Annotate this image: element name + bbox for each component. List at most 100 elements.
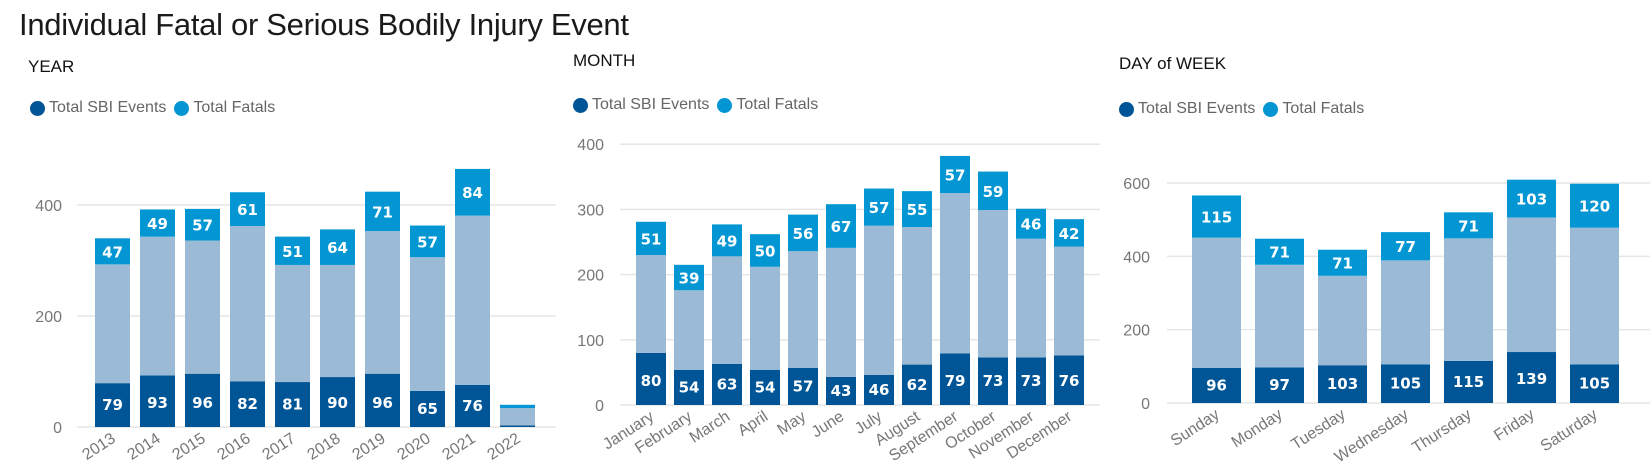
month-bar-sbi[interactable]	[902, 364, 932, 405]
year-bar-fatal[interactable]	[275, 236, 310, 265]
year-bar-other[interactable]	[500, 408, 535, 426]
year-bar-sbi[interactable]	[95, 383, 130, 427]
day-bar-sbi[interactable]	[1255, 367, 1304, 403]
month-bar-fatal[interactable]	[636, 221, 666, 256]
year-bar-sbi[interactable]	[140, 375, 175, 427]
year-bar-fatal[interactable]	[140, 209, 175, 237]
year-bar-other[interactable]	[95, 264, 130, 384]
month-bar-sbi[interactable]	[750, 369, 780, 405]
month-bar-fatal[interactable]	[1016, 208, 1046, 239]
day-bar-fatal[interactable]	[1570, 183, 1619, 228]
month-bar-fatal[interactable]	[826, 204, 856, 248]
month-bar-sbi[interactable]	[864, 375, 894, 405]
day-bar-fatal[interactable]	[1192, 195, 1241, 238]
month-bar-fatal[interactable]	[978, 171, 1008, 211]
month-bar-other[interactable]	[674, 290, 704, 370]
month-bar-other[interactable]	[788, 251, 818, 368]
month-bar-other[interactable]	[864, 225, 894, 376]
legend-item-sbi[interactable]: Total SBI Events	[573, 96, 709, 114]
month-x-tick-label: June	[809, 408, 847, 441]
month-bar-fatal[interactable]	[1054, 219, 1084, 247]
year-bar-fatal[interactable]	[455, 168, 490, 216]
day-bar-fatal[interactable]	[1444, 212, 1493, 239]
day-bar-sbi[interactable]	[1444, 360, 1493, 403]
year-bar-other[interactable]	[230, 226, 265, 382]
month-bar-fatal[interactable]	[712, 224, 742, 257]
month-bar-sbi[interactable]	[712, 363, 742, 405]
year-bar-sbi[interactable]	[185, 373, 220, 427]
month-bar-other[interactable]	[902, 227, 932, 365]
day-bar-other[interactable]	[1192, 237, 1241, 368]
day-bar-sbi[interactable]	[1381, 364, 1430, 403]
day-bar-other[interactable]	[1570, 227, 1619, 365]
year-bar-sbi[interactable]	[230, 381, 265, 427]
month-bar-sbi[interactable]	[1016, 357, 1046, 405]
year-bar-fatal[interactable]	[320, 229, 355, 265]
month-bar-sbi[interactable]	[1054, 355, 1084, 405]
day-bar-other[interactable]	[1318, 275, 1367, 366]
year-bar-sbi[interactable]	[500, 425, 535, 427]
month-bar-fatal[interactable]	[940, 155, 970, 194]
year-bar-sbi[interactable]	[410, 390, 445, 427]
day-bar-other[interactable]	[1444, 238, 1493, 361]
year-bar-fatal[interactable]	[365, 191, 400, 232]
legend-item-fatal[interactable]: Total Fatals	[717, 96, 818, 114]
month-bar-sbi[interactable]	[788, 367, 818, 405]
month-bar-other[interactable]	[712, 256, 742, 364]
year-bar-other[interactable]	[365, 231, 400, 374]
legend-item-sbi[interactable]: Total SBI Events	[30, 99, 166, 117]
month-data-label-sbi: 73	[983, 372, 1004, 390]
year-bar-sbi[interactable]	[365, 373, 400, 427]
year-bar-fatal[interactable]	[95, 238, 130, 265]
month-bar-sbi[interactable]	[636, 352, 666, 405]
legend-item-fatal[interactable]: Total Fatals	[1263, 100, 1364, 118]
day-bar-fatal[interactable]	[1507, 179, 1556, 218]
year-bar-sbi[interactable]	[455, 384, 490, 427]
month-bar-sbi[interactable]	[940, 353, 970, 405]
month-bar-fatal[interactable]	[788, 214, 818, 252]
month-bar-fatal[interactable]	[864, 188, 894, 226]
day-bar-sbi[interactable]	[1192, 367, 1241, 403]
month-bar-other[interactable]	[826, 247, 856, 377]
day-bar-other[interactable]	[1255, 264, 1304, 368]
day-chart: 020040060096115Sunday9771Monday10371Tues…	[1123, 176, 1650, 466]
day-bar-fatal[interactable]	[1255, 238, 1304, 265]
day-bar-fatal[interactable]	[1381, 232, 1430, 261]
month-bar-other[interactable]	[1054, 246, 1084, 356]
year-bar-other[interactable]	[185, 240, 220, 374]
day-bar-sbi[interactable]	[1570, 364, 1619, 403]
month-bar-other[interactable]	[636, 255, 666, 353]
month-chart-title: MONTH	[573, 51, 636, 70]
year-bar-fatal[interactable]	[410, 225, 445, 258]
day-bar-fatal[interactable]	[1318, 249, 1367, 276]
day-bar-sbi[interactable]	[1318, 365, 1367, 403]
year-bar-other[interactable]	[410, 257, 445, 391]
day-data-label-sbi: 96	[1206, 376, 1227, 394]
month-bar-fatal[interactable]	[674, 264, 704, 291]
month-bar-other[interactable]	[750, 266, 780, 370]
year-bar-other[interactable]	[140, 236, 175, 376]
year-bar-other[interactable]	[455, 215, 490, 385]
year-bar-sbi[interactable]	[320, 377, 355, 427]
day-data-label-sbi: 139	[1516, 370, 1547, 388]
month-bar-sbi[interactable]	[978, 357, 1008, 405]
year-bar-fatal[interactable]	[185, 208, 220, 241]
year-bar-sbi[interactable]	[275, 382, 310, 427]
month-bar-fatal[interactable]	[902, 191, 932, 228]
legend-item-fatal[interactable]: Total Fatals	[174, 99, 275, 117]
day-bar-other[interactable]	[1507, 217, 1556, 353]
year-bar-other[interactable]	[320, 264, 355, 378]
legend-item-sbi[interactable]: Total SBI Events	[1119, 100, 1255, 118]
year-bar-fatal[interactable]	[500, 404, 535, 409]
day-bar-other[interactable]	[1381, 260, 1430, 365]
month-bar-other[interactable]	[978, 210, 1008, 358]
year-bar-fatal[interactable]	[230, 192, 265, 227]
month-bar-other[interactable]	[1016, 238, 1046, 358]
year-bar-other[interactable]	[275, 264, 310, 383]
month-bar-sbi[interactable]	[674, 369, 704, 405]
day-bar-sbi[interactable]	[1507, 352, 1556, 403]
month-bar-fatal[interactable]	[750, 234, 780, 267]
month-bar-other[interactable]	[940, 193, 970, 354]
month-bar-sbi[interactable]	[826, 376, 856, 405]
